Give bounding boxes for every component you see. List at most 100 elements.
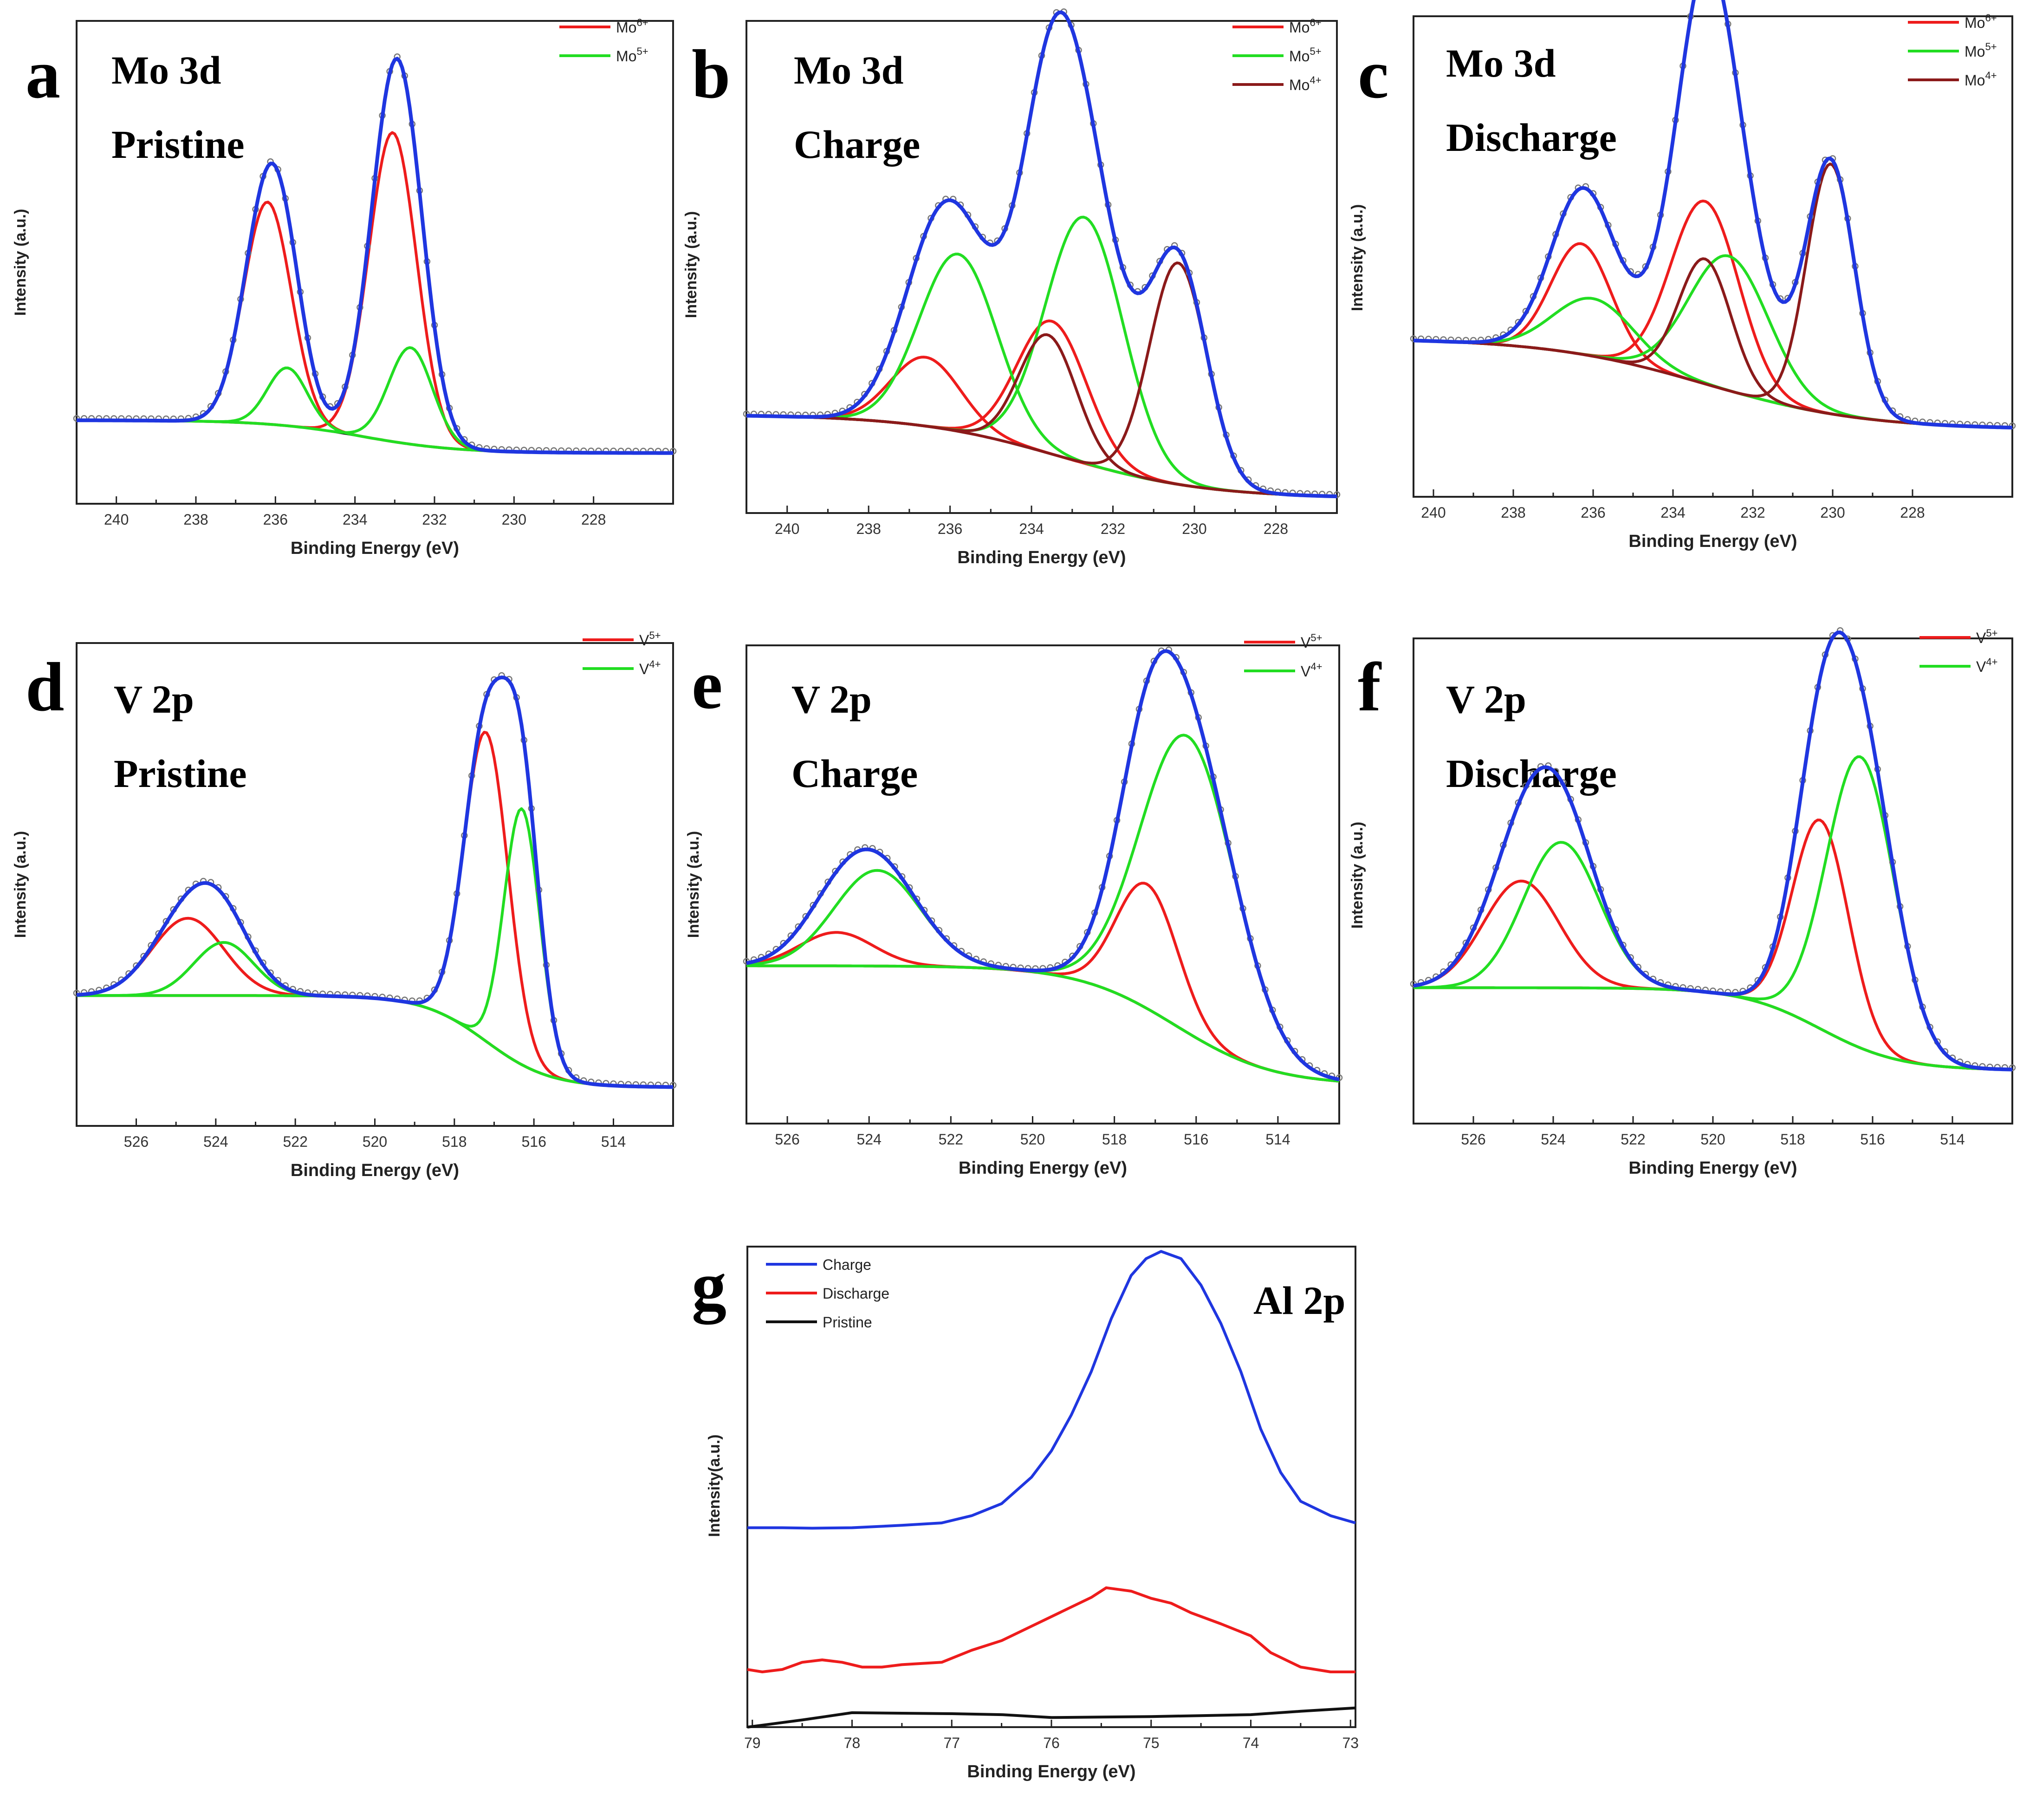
panel-letter: f xyxy=(1358,649,1382,726)
envelope-line xyxy=(746,649,1340,1082)
plot-frame xyxy=(746,644,1340,1124)
legend-label-superscript: 4+ xyxy=(1986,656,1997,668)
x-tick-label: 79 xyxy=(744,1735,761,1751)
x-tick-label: 522 xyxy=(283,1133,307,1150)
legend-label-main: Mo xyxy=(1965,72,1985,89)
x-tick-label: 77 xyxy=(943,1735,960,1751)
legend: V5+V 4+ xyxy=(1244,632,1322,680)
fit-peak-line xyxy=(746,356,1337,498)
panel-annotation: Mo 3d xyxy=(794,48,904,92)
legend-label-main: V xyxy=(639,632,649,649)
background-line xyxy=(77,994,673,1088)
x-tick-label: 516 xyxy=(1184,1131,1208,1148)
fit-peak-line xyxy=(746,215,1337,498)
fit-peak-line xyxy=(1413,199,2013,429)
series-line xyxy=(747,1250,1356,1530)
legend-label-superscript: 4+ xyxy=(1310,661,1322,672)
panel-annotation: Al 2p xyxy=(1253,1278,1345,1323)
x-axis-title: Binding Energy (eV) xyxy=(959,1158,1127,1178)
x-tick-label: 230 xyxy=(502,511,526,528)
legend-label-main: Discharge xyxy=(823,1285,889,1302)
legend-label: V4+ xyxy=(1976,656,1997,675)
fit-peak-line xyxy=(746,931,1340,1083)
panel-annotation: V 2p xyxy=(1446,677,1526,722)
legend-label: Mo6+ xyxy=(1289,17,1322,36)
legend-label-superscript: 4+ xyxy=(1985,70,1997,81)
legend-label-main: V xyxy=(1301,634,1311,651)
legend-label-superscript: 5+ xyxy=(1310,632,1322,644)
panel-a: 240 238 236 234 232 230 228 Binding Energy (eV)… xyxy=(12,17,677,558)
legend-label: V5+ xyxy=(1301,632,1322,651)
legend-label-superscript: 5+ xyxy=(1985,41,1997,52)
fit-peak-line xyxy=(1414,841,2013,1071)
x-tick-label: 516 xyxy=(521,1133,546,1150)
x-tick-label: 236 xyxy=(1581,504,1605,521)
x-tick-label: 238 xyxy=(856,520,881,537)
panel-e: 526 524 522 520 518 516 514 Binding Energy (eV)… xyxy=(685,632,1343,1178)
x-tick-label: 236 xyxy=(938,520,962,537)
x-axis-title: Binding Energy (eV) xyxy=(967,1762,1135,1781)
legend-label-superscript: 5+ xyxy=(1986,627,1997,639)
legend: V5+V4+ xyxy=(583,630,661,677)
envelope-line xyxy=(746,10,1337,499)
envelope-line xyxy=(76,676,673,1089)
x-tick-label: 232 xyxy=(422,511,447,528)
legend-label-superscript: 5+ xyxy=(649,630,661,641)
panel-letter: a xyxy=(26,36,60,113)
legend: Mo6+Mo5+Mo4+ xyxy=(1232,17,1322,93)
panel-d: 526 524 522 520 518 516 514 Binding Energy (eV)… xyxy=(12,630,677,1180)
panel-annotation: Pristine xyxy=(111,122,245,167)
x-axis-title: Binding Energy (eV) xyxy=(1628,532,1797,551)
legend-label-main: Charge xyxy=(823,1256,871,1273)
legend-label: Mo5+ xyxy=(616,46,648,65)
fit-peak-line xyxy=(1413,257,2013,429)
x-tick-label: 78 xyxy=(844,1735,861,1751)
legend-label: Mo5+ xyxy=(1965,41,1997,60)
legend-label: V5+ xyxy=(1976,627,1997,646)
x-tick-label: 234 xyxy=(1660,504,1685,521)
panel-annotation: Discharge xyxy=(1446,115,1617,160)
x-tick-label: 524 xyxy=(1541,1131,1565,1148)
fit-peak-line xyxy=(1414,755,2013,1071)
x-tick-label: 524 xyxy=(857,1131,882,1148)
x-tick-label: 520 xyxy=(363,1133,387,1150)
x-tick-label: 518 xyxy=(442,1133,467,1150)
x-tick-label: 232 xyxy=(1740,504,1765,521)
legend-label-superscript: 4+ xyxy=(1310,74,1321,86)
fit-peak-line xyxy=(1413,879,2013,1071)
x-tick-label: 230 xyxy=(1182,520,1206,537)
plot-frame xyxy=(76,20,674,505)
x-tick-label: 514 xyxy=(1265,1131,1290,1148)
legend-label-superscript: 6+ xyxy=(1985,12,1997,24)
panel-f: 526 524 522 520 518 516 514 Binding Energy (eV)… xyxy=(1349,627,2016,1178)
fit-peak-line xyxy=(1413,162,2013,429)
legend-label: V5+ xyxy=(639,630,661,649)
y-axis-title: Intensity (a.u.) xyxy=(12,209,29,316)
fit-peak-line xyxy=(1413,297,2013,429)
envelope-line xyxy=(1413,0,2013,429)
series-line xyxy=(747,1706,1356,1729)
plot-area xyxy=(743,646,1343,1083)
fit-peak-line xyxy=(746,882,1340,1083)
panel-c: 240 238 236 234 232 230 228 Binding Energy (eV)… xyxy=(1349,0,2016,551)
y-axis-title: Intensity (a.u.) xyxy=(685,831,702,938)
y-axis-title: Intensity (a.u.) xyxy=(1349,204,1366,311)
legend-label-main: Pristine xyxy=(823,1314,872,1331)
plot-area xyxy=(747,1250,1356,1729)
legend-label-main: Mo xyxy=(1289,77,1310,93)
legend-label: Mo4+ xyxy=(1965,70,1997,89)
legend-label: Mo6+ xyxy=(616,17,648,36)
x-tick-label: 514 xyxy=(1940,1131,1965,1148)
fit-peak-line xyxy=(76,916,673,1089)
plot-area xyxy=(73,672,677,1089)
panel-annotation: Charge xyxy=(794,122,920,167)
y-axis-title: Intensity (a.u.) xyxy=(12,831,29,938)
y-axis-title: Intensity (a.u.) xyxy=(1349,822,1366,929)
plot-area xyxy=(1410,627,2016,1072)
x-tick-label: 228 xyxy=(1900,504,1925,521)
panel-annotation: Mo 3d xyxy=(1446,41,1556,85)
x-tick-label: 520 xyxy=(1020,1131,1045,1148)
panel-annotation: V 2p xyxy=(114,677,194,722)
x-axis-title: Binding Energy (eV) xyxy=(1628,1158,1797,1178)
fit-peak-line xyxy=(746,869,1340,1083)
